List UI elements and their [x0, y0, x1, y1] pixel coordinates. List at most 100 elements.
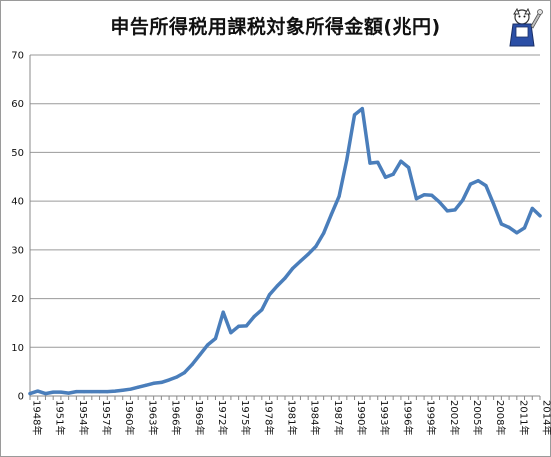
- x-tick-label: 1999年: [425, 400, 438, 435]
- data-point: [198, 352, 202, 357]
- data-point: [260, 308, 264, 312]
- data-point: [82, 390, 86, 394]
- data-point: [229, 331, 233, 335]
- data-point: [237, 324, 241, 328]
- data-point: [167, 378, 171, 382]
- y-tick-label: 60: [11, 99, 24, 110]
- data-point: [43, 391, 48, 396]
- data-point: [461, 198, 465, 202]
- data-point: [368, 161, 372, 165]
- x-tick-label: 2014年: [541, 400, 551, 435]
- data-point: [36, 389, 40, 393]
- data-point: [352, 113, 357, 117]
- data-point: [182, 371, 187, 375]
- data-point: [51, 390, 55, 394]
- y-tick-label: 40: [11, 197, 24, 208]
- data-point: [360, 106, 364, 111]
- data-point: [152, 381, 156, 385]
- data-point: [67, 391, 71, 395]
- data-point: [121, 388, 125, 392]
- data-point: [391, 172, 395, 176]
- x-tick-label: 1975年: [239, 400, 252, 435]
- x-tick-label: 1978年: [262, 400, 275, 435]
- series-line: [28, 106, 542, 396]
- y-tick-label: 50: [11, 148, 24, 159]
- data-point: [522, 226, 527, 230]
- data-point: [28, 391, 32, 396]
- data-point: [453, 208, 457, 212]
- data-point: [337, 194, 341, 198]
- x-tick-label: 1954年: [77, 400, 90, 435]
- data-point: [144, 383, 148, 387]
- data-point: [507, 225, 511, 230]
- y-tick-label: 0: [18, 392, 24, 403]
- x-tick-label: 1960年: [123, 400, 136, 435]
- x-tick-label: 2005年: [471, 400, 484, 435]
- x-tick-label: 2002年: [448, 400, 461, 435]
- data-point: [306, 252, 310, 256]
- data-point: [407, 165, 411, 170]
- x-tick-label: 1987年: [332, 400, 345, 435]
- data-point: [221, 310, 225, 314]
- data-point: [213, 336, 218, 341]
- x-tick-label: 1990年: [355, 400, 368, 435]
- data-point: [105, 390, 109, 394]
- data-point: [422, 193, 426, 197]
- data-point: [59, 390, 63, 394]
- x-tick-label: 1948年: [31, 400, 44, 435]
- mascot-icon: [509, 7, 543, 47]
- data-point: [128, 387, 133, 391]
- x-tick-label: 1993年: [378, 400, 391, 435]
- x-tick-label: 1963年: [146, 400, 159, 435]
- data-point: [530, 206, 534, 211]
- data-point: [136, 385, 140, 389]
- data-point: [345, 158, 349, 162]
- data-point: [399, 159, 403, 163]
- data-point: [291, 266, 295, 270]
- data-point: [159, 380, 163, 384]
- x-tick-label: 1972年: [216, 400, 229, 435]
- data-point: [267, 293, 272, 297]
- x-tick-label: 1951年: [54, 400, 67, 435]
- data-point: [244, 324, 248, 328]
- y-tick-label: 70: [11, 51, 24, 62]
- data-point: [275, 284, 279, 288]
- data-point: [484, 183, 488, 188]
- data-point: [376, 160, 380, 164]
- y-tick-label: 10: [11, 343, 24, 354]
- data-point: [74, 390, 78, 394]
- data-point: [437, 200, 442, 204]
- y-tick-label: 30: [11, 245, 24, 256]
- data-point: [314, 244, 318, 249]
- x-tick-label: 1957年: [100, 400, 113, 435]
- x-tick-label: 1969年: [193, 400, 206, 435]
- x-tick-label: 2011年: [517, 400, 530, 435]
- data-point: [329, 212, 333, 216]
- data-point: [383, 175, 388, 179]
- data-point: [476, 179, 480, 183]
- x-tick-label: 1984年: [309, 400, 322, 435]
- data-point: [175, 375, 179, 379]
- data-point: [538, 214, 542, 218]
- x-tick-label: 1981年: [286, 400, 299, 435]
- data-point: [298, 259, 303, 263]
- data-point: [445, 209, 449, 213]
- x-tick-label: 1966年: [170, 400, 183, 435]
- y-tick-label: 20: [11, 294, 24, 305]
- data-point: [252, 314, 256, 319]
- data-point: [499, 222, 503, 226]
- data-point: [515, 231, 519, 235]
- data-point: [90, 390, 94, 394]
- data-point: [206, 343, 210, 347]
- data-point: [414, 197, 418, 201]
- chart-title: 申告所得税用課税対象所得金額(兆円): [110, 16, 441, 38]
- data-point: [97, 390, 102, 394]
- data-point: [492, 202, 496, 206]
- x-tick-label: 2008年: [494, 400, 507, 435]
- data-point: [468, 182, 473, 186]
- data-point: [283, 276, 287, 280]
- data-point: [113, 389, 117, 393]
- data-point: [430, 193, 434, 197]
